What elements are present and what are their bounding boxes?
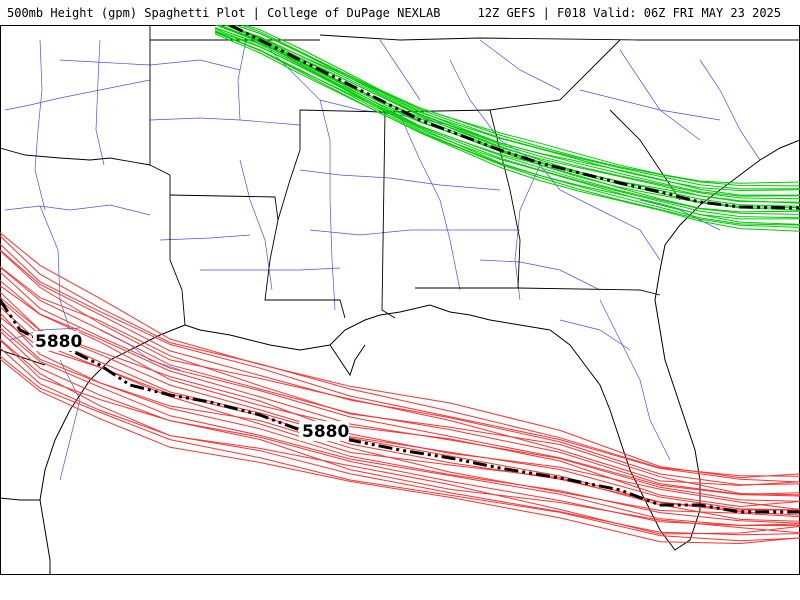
red-member-line [0, 316, 800, 522]
green-member-line [214, 18, 800, 192]
contour-label-center: 5880 [299, 421, 349, 442]
red-member-line [0, 322, 800, 524]
green-member-line [214, 20, 800, 200]
red-member-line [0, 312, 800, 518]
green-member-line [214, 15, 800, 187]
contour-label-text: 5880 [35, 332, 82, 352]
footer-bar [0, 575, 800, 600]
header-bar: 500mb Height (gpm) Spaghetti Plot | Coll… [0, 0, 800, 26]
model-run-info: 12Z GEFS | F018 Valid: 06Z FRI MAY 23 20… [477, 6, 781, 20]
ensemble-mean-north-line [229, 23, 800, 210]
map-panel: 5880 5880 [0, 14, 800, 575]
green-member-line [214, 33, 800, 232]
red-member-line [0, 249, 800, 486]
contour-label-text: 5880 [302, 422, 349, 442]
red-member-line [0, 291, 800, 510]
red-member-line [0, 339, 800, 534]
red-member-line [0, 266, 800, 495]
red-member-line [0, 235, 800, 477]
red-member-line [0, 327, 800, 526]
red-member-line [0, 355, 800, 542]
red-member-line [0, 338, 800, 535]
red-member-line [0, 243, 800, 483]
red-member-line [0, 347, 800, 536]
red-member-line [0, 285, 800, 508]
red-member-line [0, 271, 800, 497]
green-member-line [214, 32, 800, 226]
coastlines [0, 139, 800, 575]
green-member-line [214, 27, 800, 213]
plot-title: 500mb Height (gpm) Spaghetti Plot | Coll… [7, 6, 441, 20]
green-member-line [214, 14, 800, 184]
red-member-line [0, 297, 800, 511]
contour-label-west: 5880 [33, 331, 82, 352]
red-member-line [0, 280, 800, 502]
green-member-line [214, 20, 800, 197]
green-member-line [214, 27, 800, 215]
green-member-line [214, 31, 800, 228]
red-member-line [0, 358, 800, 545]
red-member-line [0, 266, 800, 496]
red-member-lines [0, 232, 800, 545]
green-member-line [214, 22, 800, 203]
spaghetti-map: 5880 5880 [0, 14, 800, 575]
